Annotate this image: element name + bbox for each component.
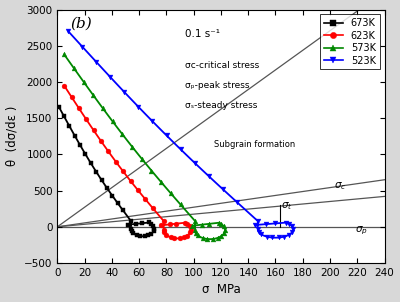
Text: Subgrain formation: Subgrain formation	[214, 140, 295, 149]
Legend: 673K, 623K, 573K, 523K: 673K, 623K, 573K, 523K	[320, 14, 380, 69]
Text: σₛ-steady stress: σₛ-steady stress	[185, 101, 257, 111]
Text: σᴄ-critical stress: σᴄ-critical stress	[185, 61, 259, 70]
Text: $\sigma_c$: $\sigma_c$	[334, 180, 346, 191]
X-axis label: σ  MPa: σ MPa	[202, 284, 240, 297]
Text: $\sigma_t$: $\sigma_t$	[281, 200, 292, 212]
Text: (b): (b)	[70, 16, 92, 30]
Y-axis label: θ  (dσ/dε ): θ (dσ/dε )	[6, 106, 18, 166]
Text: σₚ-peak stress: σₚ-peak stress	[185, 81, 250, 90]
Text: 0.1 s⁻¹: 0.1 s⁻¹	[185, 29, 220, 40]
Text: $\sigma_p$: $\sigma_p$	[354, 224, 368, 237]
